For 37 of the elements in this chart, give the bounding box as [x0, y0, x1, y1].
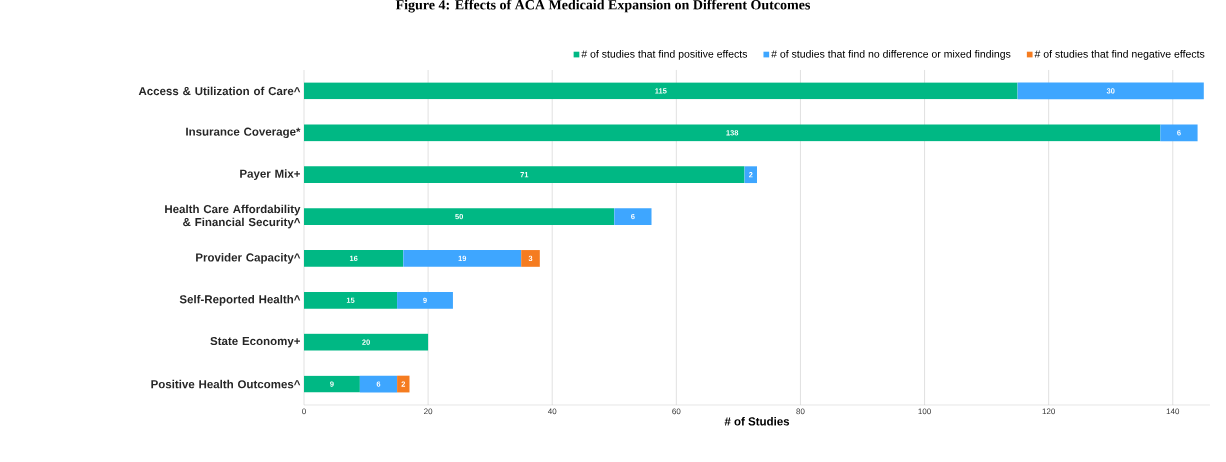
bar	[397, 291, 453, 309]
x-tick-label: 140	[1166, 408, 1180, 415]
x-axis-title: # of Studies	[724, 417, 790, 426]
bar	[1160, 124, 1198, 142]
bar	[521, 250, 540, 267]
x-tick-label: 120	[1042, 408, 1056, 415]
bar	[304, 250, 404, 267]
bar	[1017, 82, 1204, 100]
bar	[614, 208, 652, 225]
bar	[744, 166, 757, 184]
x-tick-label: 0	[302, 408, 306, 415]
x-tick-label: 40	[547, 408, 557, 415]
x-tick-label: 20	[424, 408, 433, 415]
y-tick-label: Access & Utilization of Care^	[138, 86, 301, 96]
x-tick-label: 80	[796, 408, 805, 415]
bar	[304, 375, 360, 393]
bar	[304, 333, 429, 351]
bar	[304, 124, 1161, 142]
chart-title: Figure 4: Effects of ACA Medicaid Expansion on Different Outcomes	[395, 0, 811, 13]
x-tick-label: 100	[918, 408, 931, 415]
y-tick-label: Provider Capacity^	[196, 253, 301, 264]
bar	[403, 250, 522, 267]
legend-label: # of studies that find no difference or mixed findings	[771, 49, 1011, 60]
y-tick-label: Self-Reported Health^	[179, 294, 301, 306]
y-tick-label: Payer Mix+	[240, 169, 300, 181]
y-tick-label: Positive Health Outcomes^	[151, 379, 301, 389]
bar	[304, 166, 745, 184]
legend-label: # of studies that find negative effects	[1034, 49, 1205, 60]
y-tick-label: State Economy+	[210, 336, 300, 348]
bar	[304, 291, 398, 309]
bar	[304, 208, 615, 225]
y-tick-label: Health Care Affordability & Financial Security^	[165, 204, 301, 229]
bar	[359, 375, 398, 393]
bar	[304, 82, 1018, 100]
legend-label: # of studies that find positive effects	[581, 49, 748, 60]
y-tick-label: Insurance Coverage*	[186, 127, 301, 139]
x-tick-label: 60	[672, 408, 681, 415]
